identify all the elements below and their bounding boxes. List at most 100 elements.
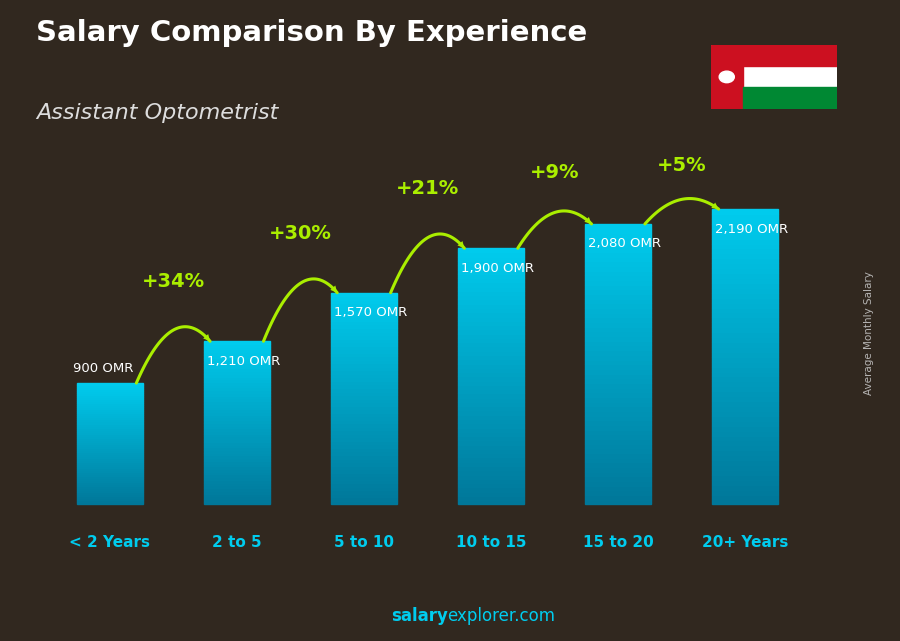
- Bar: [585, 429, 652, 435]
- Bar: [458, 317, 524, 320]
- Bar: [585, 280, 652, 285]
- Bar: [712, 376, 778, 381]
- Bar: [76, 397, 143, 399]
- Bar: [331, 307, 397, 310]
- Text: +9%: +9%: [530, 163, 580, 182]
- Bar: [203, 382, 270, 385]
- Bar: [331, 497, 397, 501]
- Bar: [331, 293, 397, 296]
- Bar: [331, 501, 397, 504]
- Text: Average Monthly Salary: Average Monthly Salary: [863, 271, 874, 395]
- Bar: [76, 476, 143, 478]
- Bar: [331, 374, 397, 378]
- Bar: [458, 449, 524, 453]
- Bar: [331, 370, 397, 374]
- Bar: [458, 381, 524, 385]
- Bar: [203, 341, 270, 344]
- Bar: [331, 423, 397, 427]
- Bar: [76, 413, 143, 415]
- Bar: [203, 483, 270, 485]
- Bar: [203, 467, 270, 469]
- Bar: [76, 484, 143, 486]
- Circle shape: [719, 71, 734, 83]
- Bar: [203, 360, 270, 363]
- Bar: [712, 312, 778, 317]
- Bar: [585, 472, 652, 476]
- Bar: [203, 377, 270, 379]
- Bar: [203, 480, 270, 483]
- Bar: [458, 359, 524, 363]
- Text: 1,210 OMR: 1,210 OMR: [206, 354, 280, 368]
- Bar: [585, 360, 652, 364]
- Bar: [76, 478, 143, 480]
- Bar: [458, 483, 524, 487]
- Bar: [331, 402, 397, 406]
- Bar: [712, 362, 778, 367]
- Bar: [203, 404, 270, 406]
- Bar: [585, 299, 652, 303]
- Bar: [712, 234, 778, 238]
- Bar: [331, 451, 397, 455]
- Bar: [331, 328, 397, 331]
- Bar: [203, 415, 270, 417]
- Bar: [712, 485, 778, 490]
- Bar: [331, 483, 397, 487]
- Bar: [585, 317, 652, 322]
- Bar: [585, 243, 652, 247]
- Bar: [331, 395, 397, 399]
- Bar: [331, 487, 397, 490]
- Bar: [458, 428, 524, 432]
- Bar: [203, 450, 270, 453]
- Bar: [76, 452, 143, 454]
- Bar: [203, 474, 270, 477]
- Bar: [585, 289, 652, 294]
- Bar: [712, 470, 778, 475]
- Bar: [76, 415, 143, 417]
- Bar: [203, 496, 270, 499]
- Bar: [712, 278, 778, 283]
- Bar: [712, 357, 778, 362]
- Bar: [76, 494, 143, 496]
- Bar: [458, 496, 524, 500]
- Bar: [331, 465, 397, 469]
- Bar: [712, 455, 778, 460]
- Bar: [76, 470, 143, 472]
- Bar: [203, 363, 270, 366]
- Bar: [76, 385, 143, 387]
- Bar: [711, 45, 742, 109]
- Bar: [585, 401, 652, 406]
- Bar: [712, 322, 778, 328]
- Bar: [203, 406, 270, 409]
- Bar: [76, 433, 143, 436]
- Bar: [76, 460, 143, 462]
- Bar: [712, 465, 778, 470]
- Bar: [203, 477, 270, 480]
- Bar: [585, 462, 652, 467]
- Bar: [458, 466, 524, 470]
- Bar: [331, 490, 397, 494]
- Bar: [331, 324, 397, 328]
- Bar: [585, 435, 652, 439]
- Bar: [712, 342, 778, 347]
- Bar: [203, 445, 270, 447]
- Bar: [585, 224, 652, 229]
- Bar: [331, 367, 397, 370]
- Bar: [585, 369, 652, 374]
- Bar: [712, 347, 778, 352]
- Bar: [203, 439, 270, 442]
- Bar: [585, 238, 652, 243]
- Bar: [76, 407, 143, 410]
- Bar: [203, 442, 270, 445]
- Bar: [331, 448, 397, 451]
- Bar: [331, 462, 397, 465]
- Bar: [203, 409, 270, 412]
- Bar: [331, 455, 397, 458]
- Bar: [712, 238, 778, 244]
- Bar: [331, 331, 397, 335]
- Bar: [712, 263, 778, 268]
- Bar: [76, 422, 143, 424]
- Bar: [712, 219, 778, 224]
- Bar: [331, 356, 397, 360]
- Bar: [76, 428, 143, 429]
- Text: explorer.com: explorer.com: [447, 607, 555, 625]
